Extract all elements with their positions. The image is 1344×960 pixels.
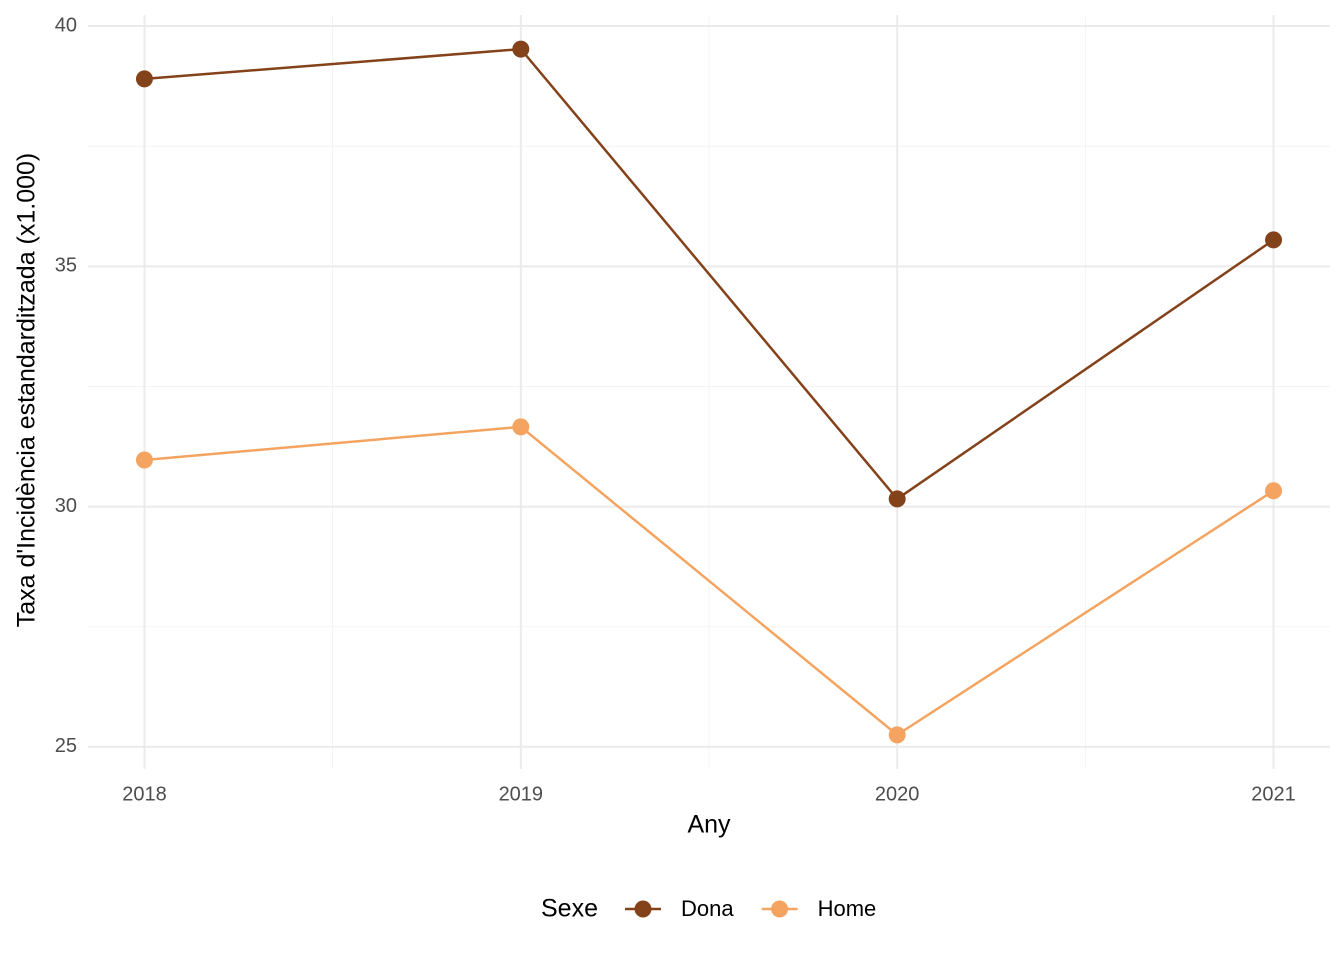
y-tick-label: 35 (55, 255, 77, 277)
y-tick-label: 25 (55, 735, 77, 757)
line (144, 47, 1275, 501)
grid (88, 15, 1330, 769)
point (888, 726, 906, 744)
point (135, 451, 153, 469)
point (512, 418, 530, 436)
point (1265, 482, 1283, 500)
x-tick-label: 2021 (1251, 783, 1296, 805)
y-tick-label: 30 (55, 495, 77, 517)
y-tick-label: 40 (55, 14, 77, 36)
y-axis-title: Taxa d'Incidència estandarditzada (x1.00… (13, 153, 41, 628)
point (1265, 231, 1283, 249)
x-tick-label: 2018 (122, 783, 167, 805)
legend-label: Home (818, 896, 877, 921)
x-tick-label: 2020 (875, 783, 920, 805)
line (144, 425, 1275, 737)
legend-label: Dona (681, 896, 734, 921)
point (512, 40, 530, 58)
legend-title: Sexe (541, 895, 598, 923)
x-tick-label: 2019 (499, 783, 544, 805)
x-axis-title: Any (687, 811, 731, 839)
legend-key-point (634, 900, 652, 918)
point (888, 490, 906, 508)
point (135, 70, 153, 88)
legend-key-point (771, 900, 789, 918)
